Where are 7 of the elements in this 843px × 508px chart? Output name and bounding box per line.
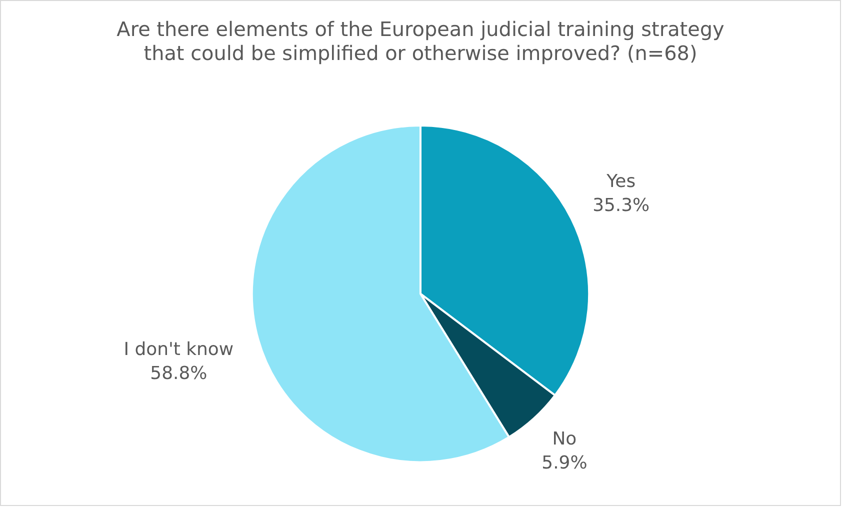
slice-label: Yes [606,170,636,192]
slice-label: No [552,428,577,450]
data-label: 35.3% [592,194,650,216]
data-label: 5.9% [542,452,588,474]
chart-title: Are there elements of the European judicial training strategy that could be simplified or otherwise improved? (n=68) [116,18,725,65]
slice-label: I don't know [124,339,234,360]
data-label: 58.8% [150,362,208,384]
